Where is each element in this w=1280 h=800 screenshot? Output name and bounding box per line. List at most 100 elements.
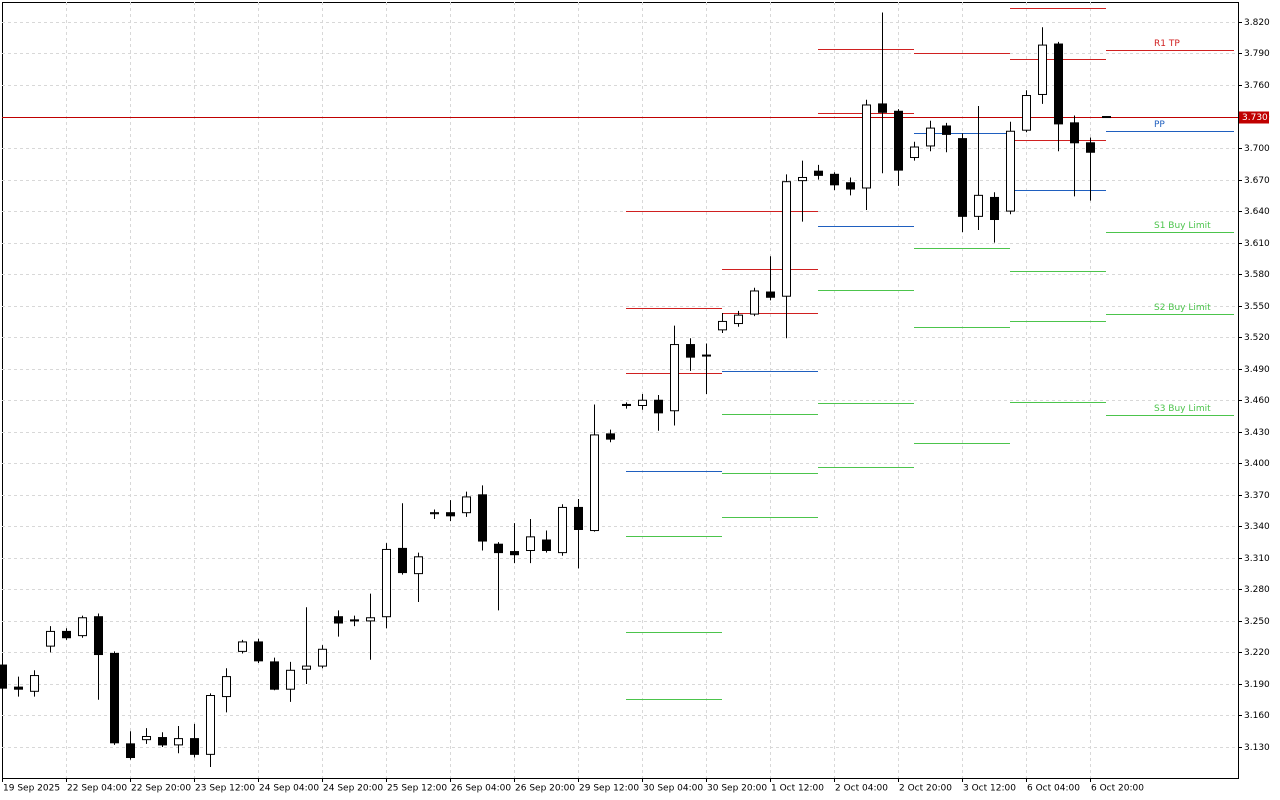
candle-body	[1070, 122, 1079, 144]
x-tick-label: 2 Oct 20:00	[899, 784, 952, 794]
y-tick-label: 3.760	[1244, 81, 1270, 91]
candle-body	[574, 506, 583, 530]
candle-body	[846, 182, 855, 190]
candle-body	[878, 103, 887, 113]
candle-body	[382, 548, 391, 618]
candle-body	[302, 665, 311, 670]
candle-body	[926, 127, 935, 147]
plot-frame	[2, 2, 1239, 779]
y-tick-label: 3.160	[1244, 711, 1270, 721]
candle-body	[654, 399, 663, 414]
x-tick-label: 30 Sep 04:00	[643, 784, 703, 794]
candle-body	[542, 539, 551, 552]
y-tick-label: 3.700	[1244, 144, 1270, 154]
candle-body	[366, 617, 375, 622]
candle-body	[414, 556, 423, 575]
candle-body	[702, 354, 711, 357]
pivot-label: S2 Buy Limit	[1154, 303, 1211, 313]
y-tick-label: 3.550	[1244, 302, 1270, 312]
x-tick-label: 29 Sep 12:00	[579, 784, 639, 794]
candle-body	[766, 291, 775, 298]
candle-body	[94, 616, 103, 656]
candle-body	[430, 512, 439, 515]
current-price-label: 3.730	[1242, 113, 1268, 123]
y-tick-label: 3.580	[1244, 270, 1270, 280]
candle-body	[158, 737, 167, 746]
x-tick-label: 23 Sep 12:00	[195, 784, 255, 794]
candle-body	[942, 125, 951, 135]
current-price-box	[1239, 111, 1269, 124]
candle-body	[638, 399, 647, 406]
y-tick-label: 3.400	[1244, 459, 1270, 469]
candle-body	[1006, 130, 1015, 212]
candle-body	[14, 686, 23, 690]
y-tick-label: 3.310	[1244, 554, 1270, 564]
candle-body	[62, 630, 71, 639]
x-tick-label: 3 Oct 12:00	[963, 784, 1016, 794]
x-tick-label: 22 Sep 20:00	[131, 784, 191, 794]
candle-body	[78, 617, 87, 637]
candle-body	[622, 403, 631, 406]
y-tick-label: 3.340	[1244, 522, 1270, 532]
candle-body	[0, 664, 7, 689]
pivot-label: R1 TP	[1154, 39, 1180, 49]
candle-body	[1086, 142, 1095, 153]
x-tick-label: 24 Sep 20:00	[323, 784, 383, 794]
y-tick-label: 3.250	[1244, 617, 1270, 627]
candle-body	[478, 494, 487, 542]
candle-body	[174, 738, 183, 746]
candle-body	[670, 344, 679, 412]
y-tick-label: 3.670	[1244, 176, 1270, 186]
y-tick-label: 3.370	[1244, 491, 1270, 501]
y-tick-label: 3.610	[1244, 239, 1270, 249]
candle-body	[526, 536, 535, 552]
candle-body	[222, 676, 231, 698]
candle-body	[110, 652, 119, 744]
candle-body	[910, 146, 919, 159]
candle-body	[30, 675, 39, 692]
candle-body	[990, 196, 999, 221]
candle-body	[558, 506, 567, 554]
y-tick-label: 3.640	[1244, 207, 1270, 217]
candle-body	[974, 194, 983, 217]
candle-body	[334, 616, 343, 624]
candle-body	[782, 181, 791, 297]
candle-body	[254, 641, 263, 662]
candle-body	[798, 176, 807, 182]
candle-body	[1022, 95, 1031, 131]
candle-body	[238, 641, 247, 652]
candle-body	[590, 434, 599, 532]
candle-body	[126, 743, 135, 759]
candle-body	[734, 314, 743, 325]
candle-body	[862, 104, 871, 189]
candle-body	[1102, 116, 1111, 119]
y-tick-label: 3.820	[1244, 18, 1270, 28]
y-tick-label: 3.460	[1244, 396, 1270, 406]
x-tick-label: 6 Oct 04:00	[1027, 784, 1080, 794]
x-tick-label: 22 Sep 04:00	[67, 784, 127, 794]
candle-body	[286, 669, 295, 690]
candle-body	[462, 496, 471, 514]
pivot-label: PP	[1154, 120, 1165, 130]
x-tick-label: 19 Sep 2025	[3, 784, 60, 794]
candle-body	[206, 695, 215, 755]
candle-body	[350, 619, 359, 622]
candle-body	[814, 170, 823, 176]
candle-body	[446, 512, 455, 517]
x-tick-label: 30 Sep 20:00	[707, 784, 767, 794]
candle-body	[1038, 44, 1047, 95]
candle-body	[510, 551, 519, 556]
y-tick-label: 3.220	[1244, 648, 1270, 658]
candle-body	[958, 138, 967, 217]
pivot-label: S3 Buy Limit	[1154, 404, 1211, 414]
x-tick-label: 26 Sep 20:00	[515, 784, 575, 794]
candle-body	[686, 344, 695, 358]
candle-body	[1054, 43, 1063, 125]
candle-body	[318, 648, 327, 667]
x-tick-label: 25 Sep 12:00	[387, 784, 447, 794]
candle-body	[830, 173, 839, 186]
y-tick-label: 3.280	[1244, 585, 1270, 595]
y-tick-label: 3.190	[1244, 680, 1270, 690]
y-tick-label: 3.520	[1244, 333, 1270, 343]
candle-body	[494, 543, 503, 554]
